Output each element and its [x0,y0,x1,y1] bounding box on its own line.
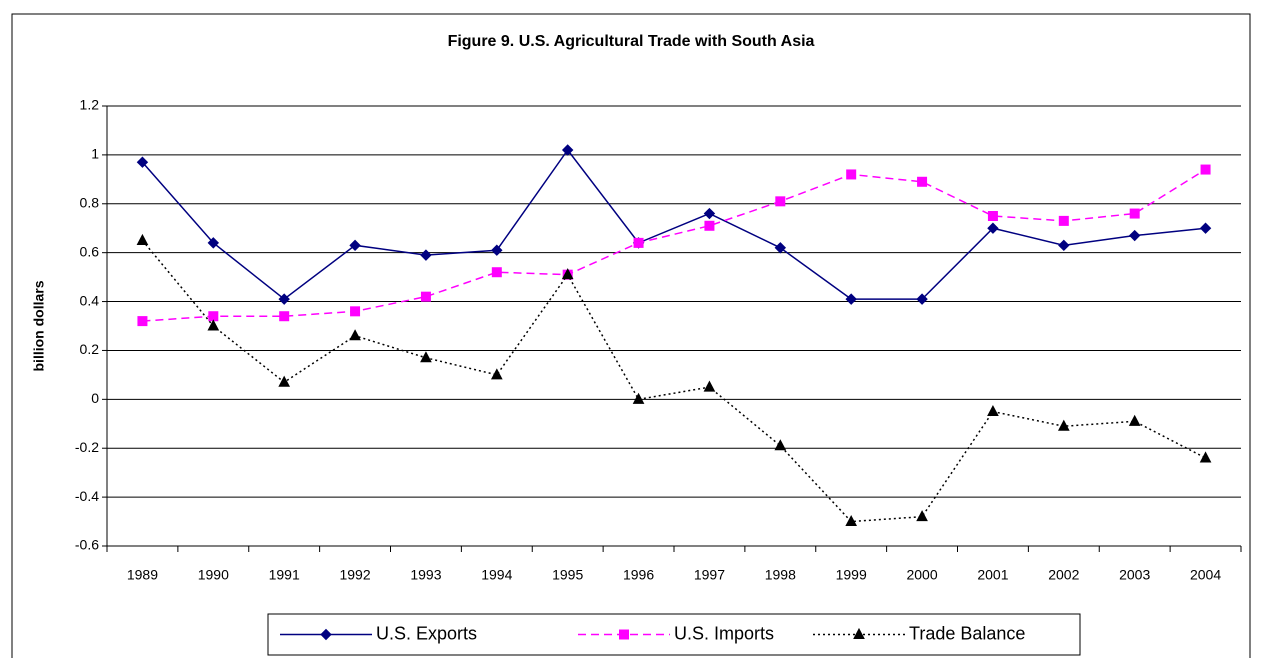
y-axis-label: billion dollars [31,280,47,371]
data-point [1129,208,1140,219]
x-tick-label: 1999 [836,567,867,583]
data-point [420,351,432,363]
data-point [703,207,716,220]
legend-label: U.S. Imports [674,623,774,643]
data-point [1058,215,1069,226]
x-tick-label: 1995 [552,567,583,583]
data-point [775,196,786,207]
data-point [632,392,645,404]
data-point [491,244,503,256]
x-tick-label: 2002 [1048,567,1079,583]
legend-label: U.S. Exports [376,623,477,643]
legend-label: Trade Balance [909,623,1025,643]
data-point [1058,239,1070,252]
data-point [1200,164,1211,175]
y-tick-label: 0.2 [80,341,100,357]
data-point [917,176,928,187]
x-tick-label: 2000 [906,567,937,583]
x-tick-label: 1997 [694,567,725,583]
data-point [208,311,219,322]
data-point [987,211,998,221]
x-tick-label: 2004 [1190,567,1221,583]
x-tick-label: 1994 [481,567,512,583]
data-point [987,222,999,234]
x-tick-label: 1996 [623,567,654,583]
data-point [561,144,574,156]
data-point [1057,419,1070,431]
data-point [845,293,857,305]
x-tick-label: 1991 [269,567,300,583]
y-tick-label: -0.4 [75,488,99,504]
data-point [420,291,431,302]
legend-swatch-marker [853,627,865,639]
chart-border [11,13,1251,658]
x-tick-label: 1993 [410,567,441,583]
data-point [350,306,361,317]
legend-swatch-marker [320,628,332,641]
y-tick-label: -0.2 [75,439,99,455]
data-point [633,237,644,248]
data-point [846,169,857,180]
data-point [916,510,928,522]
legend-box [267,613,1081,656]
data-point [490,368,503,380]
y-tick-label: 0.6 [80,243,100,259]
legend-swatch-marker [619,629,629,640]
data-point [279,311,290,322]
data-point [1199,222,1212,234]
x-tick-label: 1992 [339,567,370,583]
y-tick-label: 0.4 [80,292,100,308]
data-point [704,220,715,231]
data-point [137,316,148,327]
y-tick-label: 1.2 [80,97,100,113]
data-point [420,249,432,261]
data-point [349,239,361,252]
y-tick-label: 0 [91,390,99,406]
data-point [278,293,290,305]
x-tick-label: 2003 [1119,567,1150,583]
data-point [916,293,928,305]
data-point [774,242,787,254]
data-point [136,156,149,168]
data-point [349,329,361,341]
data-point [845,514,858,527]
data-point [1128,414,1141,426]
data-point [491,267,502,278]
data-point [278,375,291,387]
data-point [987,404,999,417]
series-line [141,148,1206,301]
data-point [207,237,220,249]
data-point [1128,229,1141,242]
data-point [1199,451,1212,463]
data-point [136,233,149,245]
x-tick-label: 1998 [765,567,796,583]
data-point [703,380,716,392]
y-tick-label: 1 [91,146,99,162]
data-point [207,319,220,331]
y-tick-label: -0.6 [75,537,99,553]
data-point [561,268,574,280]
x-tick-label: 2001 [977,567,1008,583]
series-line [141,239,1206,523]
x-tick-label: 1990 [198,567,229,583]
data-point [774,439,787,451]
x-tick-label: 1989 [127,567,158,583]
chart-title: Figure 9. U.S. Agricultural Trade with S… [448,33,815,50]
y-tick-label: 0.8 [80,194,100,210]
